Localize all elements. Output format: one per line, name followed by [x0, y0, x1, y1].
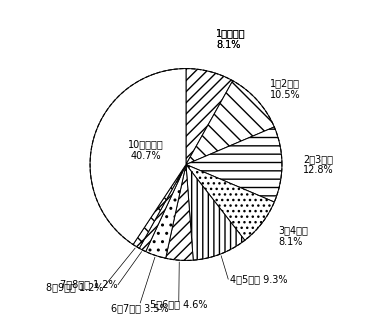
Wedge shape — [166, 164, 193, 261]
Text: 1～2時間
10.5%: 1～2時間 10.5% — [270, 78, 301, 100]
Wedge shape — [186, 164, 274, 240]
Text: 4～5時間 9.3%: 4～5時間 9.3% — [230, 274, 288, 284]
Wedge shape — [186, 164, 245, 260]
Text: 7～8時間 1.2%: 7～8時間 1.2% — [60, 280, 118, 290]
Wedge shape — [139, 164, 186, 252]
Text: 1時間未満
8.1%: 1時間未満 8.1% — [217, 29, 246, 50]
Wedge shape — [186, 127, 282, 202]
Wedge shape — [146, 164, 186, 258]
Text: 10時間以上
40.7%: 10時間以上 40.7% — [128, 139, 164, 161]
Text: 1時間未満
8.1%: 1時間未満 8.1% — [217, 29, 246, 50]
Wedge shape — [133, 164, 186, 248]
Text: 5～6時間 4.6%: 5～6時間 4.6% — [150, 299, 208, 310]
Wedge shape — [186, 68, 233, 164]
Text: 6～7時間 3.5%: 6～7時間 3.5% — [112, 303, 169, 313]
Text: 2～3時間
12.8%: 2～3時間 12.8% — [303, 154, 334, 175]
Wedge shape — [90, 68, 186, 244]
Text: 8～9時間 1.2%: 8～9時間 1.2% — [46, 282, 104, 292]
Wedge shape — [186, 81, 274, 164]
Text: 3～4時間
8.1%: 3～4時間 8.1% — [279, 225, 309, 247]
